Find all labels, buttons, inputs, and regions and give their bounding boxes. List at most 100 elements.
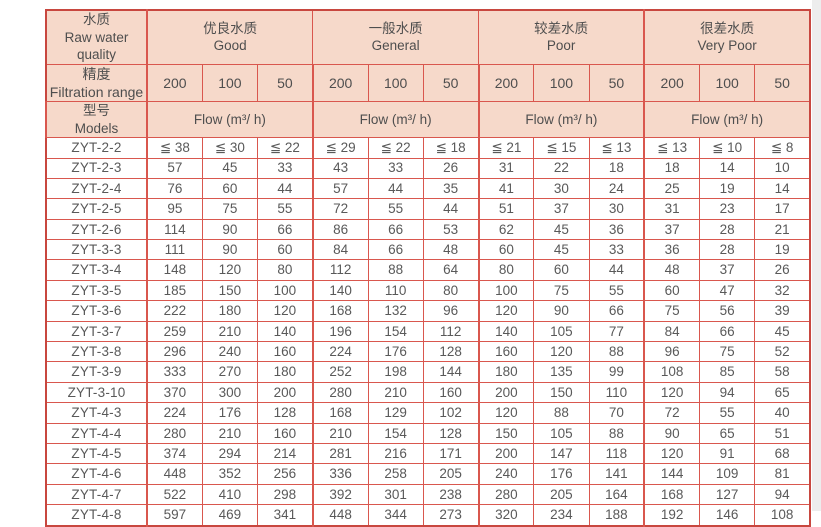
flow-value-cell: ≦ 21: [477, 137, 535, 159]
flow-value-cell: 18: [588, 157, 645, 179]
flow-value-cell: 160: [477, 341, 535, 363]
flow-value-cell: 200: [477, 442, 535, 465]
flow-value-cell: 120: [477, 402, 535, 424]
flow-value-cell: 17: [754, 198, 811, 220]
flow-value-cell: 234: [533, 504, 590, 527]
flow-value-cell: 99: [588, 361, 645, 383]
flow-value-cell: 96: [643, 341, 701, 363]
flow-value-cell: 94: [754, 483, 811, 506]
model-cell: ZYT-2-4: [45, 177, 148, 200]
table-row: ZYT-4-5 374 294 214 281 216 171 200 147 118 120 91 6…: [45, 442, 811, 465]
flow-value-cell: 205: [422, 463, 480, 485]
flow-value-cell: 40: [754, 402, 811, 424]
flow-value-cell: 66: [256, 218, 314, 241]
model-cell: ZYT-3-8: [45, 341, 148, 363]
flow-value-cell: 168: [311, 300, 369, 322]
filtration-range-header: 精度 Filtration range: [45, 63, 148, 103]
flow-value-cell: 45: [754, 320, 811, 343]
flow-value-cell: 105: [533, 320, 590, 343]
filtration-value: 100: [367, 63, 424, 103]
quality-group-very-poor: 很差水质 Very Poor: [643, 9, 811, 65]
flow-value-cell: 320: [477, 504, 535, 527]
flow-value-cell: 120: [477, 300, 535, 322]
flow-value-cell: 80: [256, 259, 314, 281]
models-label-en: Models: [74, 120, 119, 136]
flow-value-cell: 150: [533, 381, 590, 404]
flow-value-cell: 44: [256, 177, 314, 200]
flow-value-cell: 140: [477, 320, 535, 343]
model-cell: ZYT-2-5: [45, 198, 148, 220]
flow-value-cell: 280: [311, 381, 369, 404]
table-row: ZYT-2-4 76 60 44 57 44 35 41 30 24 25 19 14: [45, 177, 811, 200]
model-cell: ZYT-4-5: [45, 442, 148, 465]
flow-value-cell: 80: [422, 279, 480, 302]
flow-value-cell: 31: [643, 198, 701, 220]
flow-value-cell: ≦ 22: [256, 137, 314, 159]
flow-value-cell: 160: [256, 422, 314, 444]
flow-value-cell: 240: [477, 463, 535, 485]
flow-value-cell: 280: [477, 483, 535, 506]
flow-value-cell: 180: [256, 361, 314, 383]
flow-value-cell: 25: [643, 177, 701, 200]
flow-value-cell: 64: [422, 259, 480, 281]
flow-value-cell: 57: [311, 177, 369, 200]
model-cell: ZYT-4-3: [45, 402, 148, 424]
flow-value-cell: ≦ 22: [367, 137, 424, 159]
flow-value-cell: 296: [145, 341, 203, 363]
flow-value-cell: 127: [698, 483, 756, 506]
flow-value-cell: 66: [367, 218, 424, 241]
flow-value-cell: 256: [256, 463, 314, 485]
flow-value-cell: 62: [477, 218, 535, 241]
flow-value-cell: 77: [588, 320, 645, 343]
filtration-value: 50: [588, 63, 645, 103]
filtration-value: 200: [477, 63, 535, 103]
flow-value-cell: 114: [145, 218, 203, 241]
quality-group-good: 优良水质 Good: [146, 9, 314, 65]
models-header: 型号 Models: [45, 101, 148, 139]
flow-value-cell: 58: [754, 361, 811, 383]
table-row: ZYT-2-2 ≦ 38 ≦ 30 ≦ 22 ≦ 29 ≦ 22 ≦ 18 ≦ 21 ≦ 15 ≦…: [45, 137, 811, 159]
flow-value-cell: 19: [698, 177, 756, 200]
right-edge-strip: [812, 0, 821, 511]
flow-value-cell: 39: [754, 300, 811, 322]
model-cell: ZYT-4-8: [45, 504, 148, 527]
quality-very-poor-label-zh: 很差水质: [700, 20, 755, 36]
flow-value-cell: 47: [698, 279, 756, 302]
table-row: ZYT-4-4 280 210 160 210 154 128 150 105 88 90 65 51: [45, 422, 811, 444]
flow-value-cell: 120: [256, 300, 314, 322]
flow-value-cell: 21: [754, 218, 811, 241]
flow-value-cell: 44: [422, 198, 480, 220]
flow-value-cell: 118: [588, 442, 645, 465]
flow-value-cell: 88: [533, 402, 590, 424]
flow-value-cell: 33: [256, 157, 314, 179]
table-row: ZYT-3-6 222 180 120 168 132 96 120 90 66 75 56 39: [45, 300, 811, 322]
flow-value-cell: 90: [643, 422, 701, 444]
flow-value-cell: 120: [643, 381, 701, 404]
flow-value-cell: 141: [588, 463, 645, 485]
flow-value-cell: 14: [698, 157, 756, 179]
table-row: ZYT-3-4 148 120 80 112 88 64 80 60 44 48 37 26: [45, 259, 811, 281]
table-row: ZYT-3-8 296 240 160 224 176 128 160 120 88 96 75 52: [45, 341, 811, 363]
flow-value-cell: 154: [367, 422, 424, 444]
flow-value-cell: 51: [754, 422, 811, 444]
flow-value-cell: 86: [311, 218, 369, 241]
flow-value-cell: 85: [698, 361, 756, 383]
model-cell: ZYT-2-6: [45, 218, 148, 241]
flow-value-cell: 111: [145, 239, 203, 261]
model-cell: ZYT-3-3: [45, 239, 148, 261]
flow-value-cell: 147: [533, 442, 590, 465]
quality-group-poor: 较差水质 Poor: [478, 9, 645, 65]
flow-value-cell: 91: [698, 442, 756, 465]
flow-value-cell: ≦ 10: [698, 137, 756, 159]
flow-value-cell: 24: [588, 177, 645, 200]
flow-value-cell: 100: [256, 279, 314, 302]
table-row: ZYT-4-8 597 469 341 448 344 273 320 234 188 192 146…: [45, 504, 811, 527]
table-row: ZYT-2-5 95 75 55 72 55 44 51 37 30 31 23 17: [45, 198, 811, 220]
model-cell: ZYT-3-5: [45, 279, 148, 302]
flow-value-cell: 66: [588, 300, 645, 322]
flow-value-cell: 224: [145, 402, 203, 424]
flow-value-cell: 65: [754, 381, 811, 404]
flow-value-cell: 37: [698, 259, 756, 281]
filtration-value: 50: [754, 63, 811, 103]
flow-value-cell: 105: [533, 422, 590, 444]
